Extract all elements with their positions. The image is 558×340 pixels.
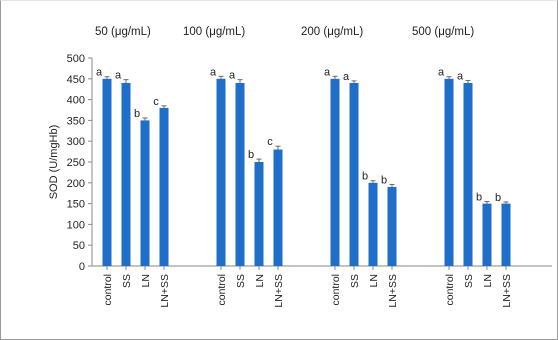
bar (102, 78, 112, 266)
y-tick-label: 500 (67, 53, 85, 65)
significance-letter: b (134, 108, 140, 120)
category-label: LN+SS (387, 274, 399, 308)
category-label: LN (368, 274, 380, 287)
bar (387, 186, 397, 266)
significance-letter: b (495, 192, 501, 204)
y-tick-label: 0 (79, 261, 85, 273)
significance-letter: b (248, 149, 254, 161)
bar (159, 107, 169, 266)
bar (273, 149, 283, 266)
category-label: LN+SS (159, 274, 171, 308)
category-label: LN+SS (501, 274, 513, 308)
y-tick-label: 200 (67, 178, 85, 190)
category-label: control (216, 274, 228, 306)
category-label: control (444, 274, 456, 306)
significance-letter: a (96, 67, 103, 79)
significance-letter: b (362, 171, 368, 183)
significance-letter: a (457, 70, 464, 82)
group-label: 50 (μg/mL) (95, 26, 151, 38)
y-tick-label: 400 (67, 95, 85, 107)
group-label: 200 (μg/mL) (301, 26, 363, 38)
category-label: SS (235, 274, 247, 288)
group-label: 500 (μg/mL) (412, 26, 474, 38)
bar (501, 203, 511, 266)
category-label: control (330, 274, 342, 306)
y-tick-label: 250 (67, 157, 85, 169)
significance-letter: a (324, 66, 331, 78)
category-label: SS (349, 274, 361, 288)
bar (121, 82, 131, 267)
bar (140, 120, 150, 267)
bar (368, 182, 378, 266)
significance-letter: c (153, 96, 159, 108)
significance-letter: a (210, 66, 217, 78)
significance-letter: b (381, 174, 387, 186)
y-tick-label: 450 (67, 74, 85, 86)
significance-letter: a (115, 70, 122, 82)
y-tick-label: 50 (73, 240, 85, 252)
significance-letter: a (229, 70, 236, 82)
group-label: 100 (μg/mL) (183, 26, 245, 38)
bar (330, 78, 340, 266)
bar (444, 78, 454, 266)
y-axis-label: SOD (U/mgHb) (48, 125, 60, 200)
significance-letter: b (476, 192, 482, 204)
bar (349, 82, 359, 267)
category-label: LN+SS (273, 274, 285, 308)
category-label: SS (121, 274, 133, 288)
category-label: LN (140, 274, 152, 287)
bar (463, 82, 473, 267)
y-tick-label: 300 (67, 136, 85, 148)
bar (216, 78, 226, 266)
significance-letter: a (438, 67, 445, 79)
category-label: SS (463, 274, 475, 288)
y-tick-label: 100 (67, 219, 85, 231)
y-tick-label: 350 (67, 115, 85, 127)
category-label: LN (254, 274, 266, 287)
bar (235, 82, 245, 267)
significance-letter: a (343, 71, 350, 83)
y-tick-label: 150 (67, 199, 85, 211)
category-label: control (102, 274, 114, 306)
bar (254, 162, 264, 266)
significance-letter: c (267, 136, 273, 148)
bar (482, 203, 492, 266)
category-label: LN (482, 274, 494, 287)
